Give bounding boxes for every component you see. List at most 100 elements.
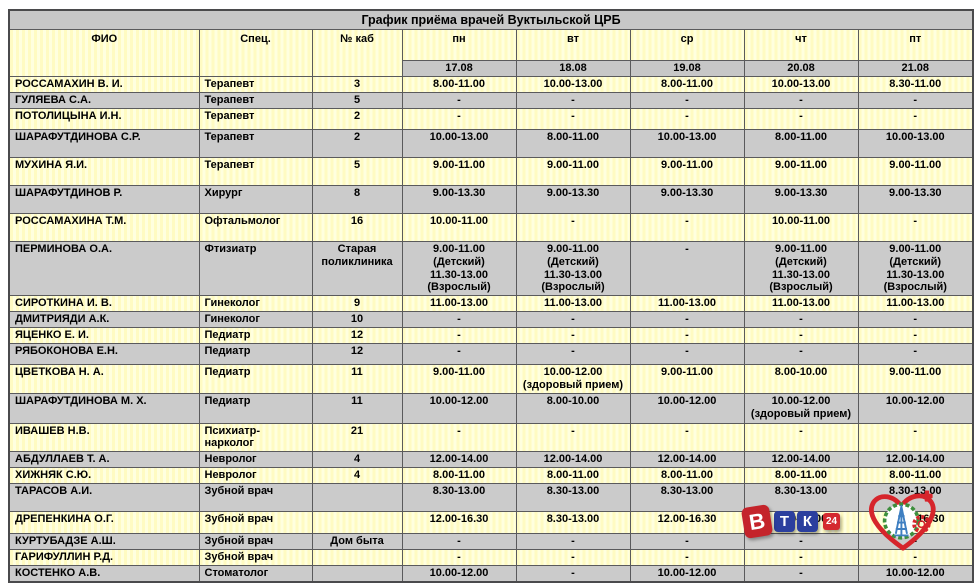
footer-logos: В Т К 24 — [740, 489, 944, 553]
table-row: КОСТЕНКО А.В. Стоматолог 10.00-12.00-10.00… — [8, 564, 974, 583]
doctor-name-cell: ШАРАФУТДИНОВА С.Р. — [8, 129, 200, 159]
schedule-cell: - — [401, 342, 517, 365]
schedule-cell: 10.00-13.00 — [401, 129, 517, 159]
specialty-cell: Гинеколог — [198, 294, 313, 312]
schedule-cell: 9.00-11.00 — [743, 157, 859, 187]
schedule-cell: 9.00-11.00 — [401, 363, 517, 395]
schedule-cell: - — [401, 326, 517, 344]
schedule-cell: 10.00-13.00 — [629, 129, 745, 159]
hospital-heart-crest-logo — [869, 490, 936, 551]
doctor-name-cell: ГУЛЯЕВА С.А. — [8, 92, 200, 110]
room-cell: 2 — [311, 108, 403, 131]
schedule-cell: - — [515, 310, 631, 328]
header-date-mon: 17.08 — [401, 60, 517, 78]
schedule-cell: 9.00-11.00 — [401, 157, 517, 187]
specialty-cell: Гинеколог — [198, 310, 313, 328]
specialty-cell: Зубной врач — [198, 482, 313, 512]
vtk-24-badge: 24 — [823, 512, 840, 530]
schedule-cell: 12.00-16.30 — [629, 510, 745, 534]
header-date-thu: 20.08 — [743, 60, 859, 78]
schedule-cell: 8.30-13.00 — [515, 510, 631, 534]
schedule-cell: - — [743, 422, 859, 452]
room-cell: 4 — [311, 450, 403, 468]
doctor-name-cell: ТАРАСОВ А.И. — [8, 482, 200, 512]
laurel-wreath-icon — [882, 502, 920, 540]
schedule-cell: - — [515, 342, 631, 365]
header-day-thu: чт — [743, 29, 859, 62]
specialty-cell: Педиатр — [198, 342, 313, 365]
room-cell: 5 — [311, 92, 403, 110]
schedule-cell: - — [629, 326, 745, 344]
table-row: МУХИНА Я.И. Терапевт 5 9.00-11.00 9.00-11.00… — [8, 157, 974, 187]
header-day-fri: пт — [857, 29, 974, 62]
schedule-cell: 12.00-14.00 — [401, 450, 517, 468]
schedule-cell: 12.00-14.00 — [629, 450, 745, 468]
schedule-cell: 8.00-10.00 — [743, 363, 859, 395]
specialty-cell: Педиатр — [198, 326, 313, 344]
specialty-cell: Невролог — [198, 466, 313, 484]
gear-icon — [912, 515, 931, 534]
schedule-cell: 8.30-13.00 — [629, 482, 745, 512]
table-row: СИРОТКИНА И. В. Гинеколог 9 11.00-13.00 11.0… — [8, 294, 974, 312]
schedule-cell: 8.30-11.00 — [857, 76, 974, 94]
vtk-letter-t-tile: Т — [774, 510, 795, 532]
doctor-name-cell: ШАРАФУТДИНОВА М. Х. — [8, 393, 200, 424]
schedule-cell: - — [857, 213, 974, 243]
schedule-cell: - — [515, 213, 631, 243]
room-cell: Старая поликлиника — [311, 241, 403, 296]
schedule-cell: - — [857, 342, 974, 365]
schedule-cell: - — [743, 326, 859, 344]
doctor-name-cell: АБДУЛЛАЕВ Т. А. — [8, 450, 200, 468]
specialty-cell: Фтизиатр — [198, 241, 313, 296]
schedule-cell: - — [743, 92, 859, 110]
schedule-cell: - — [515, 108, 631, 131]
specialty-cell: Зубной врач — [198, 532, 313, 550]
specialty-cell: Терапевт — [198, 129, 313, 159]
specialty-cell: Стоматолог — [198, 564, 313, 583]
schedule-cell: 10.00-12.00 — [857, 564, 974, 583]
table-row: РОССАМАХИНА Т.М. Офтальмолог 16 10.00-11.00… — [8, 213, 974, 243]
doctor-name-cell: КОСТЕНКО А.В. — [8, 564, 200, 583]
schedule-cell: 10.00-11.00 — [401, 213, 517, 243]
specialty-cell: Терапевт — [198, 76, 313, 94]
specialty-cell: Педиатр — [198, 393, 313, 424]
schedule-cell: 11.00-13.00 — [401, 294, 517, 312]
schedule-cell: 9.00-11.00 — [629, 363, 745, 395]
schedule-cell: 9.00-13.30 — [515, 185, 631, 215]
room-cell — [311, 482, 403, 512]
doctor-name-cell: ХИЖНЯК С.Ю. — [8, 466, 200, 484]
schedule-cell: 10.00-12.00 — [629, 393, 745, 424]
specialty-cell: Терапевт — [198, 108, 313, 131]
room-cell — [311, 548, 403, 566]
schedule-cell: 10.00-13.00 — [743, 76, 859, 94]
schedule-cell: - — [629, 548, 745, 566]
schedule-cell: 8.00-11.00 — [515, 466, 631, 484]
schedule-cell: 8.00-11.00 — [515, 129, 631, 159]
schedule-cell: - — [401, 310, 517, 328]
schedule-cell: 11.00-13.00 — [857, 294, 974, 312]
schedule-cell: - — [857, 422, 974, 452]
schedule-cell: - — [629, 310, 745, 328]
schedule-cell: 12.00-14.00 — [743, 450, 859, 468]
page-title: График приёма врачей Вуктыльской ЦРБ — [8, 9, 974, 31]
table-row: ШАРАФУТДИНОВА М. Х. Педиатр 11 10.00-12.00 8… — [8, 393, 974, 424]
medical-cross-icon — [921, 490, 933, 502]
schedule-cell: 12.00-14.00 — [515, 450, 631, 468]
schedule-cell: 10.00-12.00 — [629, 564, 745, 583]
schedule-cell: 8.00-11.00 — [629, 466, 745, 484]
header-date-wed: 19.08 — [629, 60, 745, 78]
schedule-cell: - — [743, 310, 859, 328]
doctor-name-cell: РОССАМАХИН В. И. — [8, 76, 200, 94]
specialty-cell: Невролог — [198, 450, 313, 468]
schedule-cell: 8.00-10.00 — [515, 393, 631, 424]
table-row: ПОТОЛИЦЫНА И.Н. Терапевт 2- - - - - — [8, 108, 974, 131]
table-row: АБДУЛЛАЕВ Т. А. Невролог 4 12.00-14.00 12.00… — [8, 450, 974, 468]
doctor-name-cell: КУРТУБАДЗЕ А.Ш. — [8, 532, 200, 550]
specialty-cell: Зубной врач — [198, 510, 313, 534]
table-row: ШАРАФУТДИНОВ Р. Хирург 8 9.00-13.30 9.00-13.… — [8, 185, 974, 215]
doctor-name-cell: ПЕРМИНОВА О.А. — [8, 241, 200, 296]
doctor-name-cell: ПОТОЛИЦЫНА И.Н. — [8, 108, 200, 131]
table-row: ДМИТРИЯДИ А.К. Гинеколог 10- - - - - — [8, 310, 974, 328]
table-row: ИВАШЕВ Н.В. Психиатр-нарколог 21- - - - - — [8, 422, 974, 452]
header-room: № каб — [311, 29, 403, 78]
